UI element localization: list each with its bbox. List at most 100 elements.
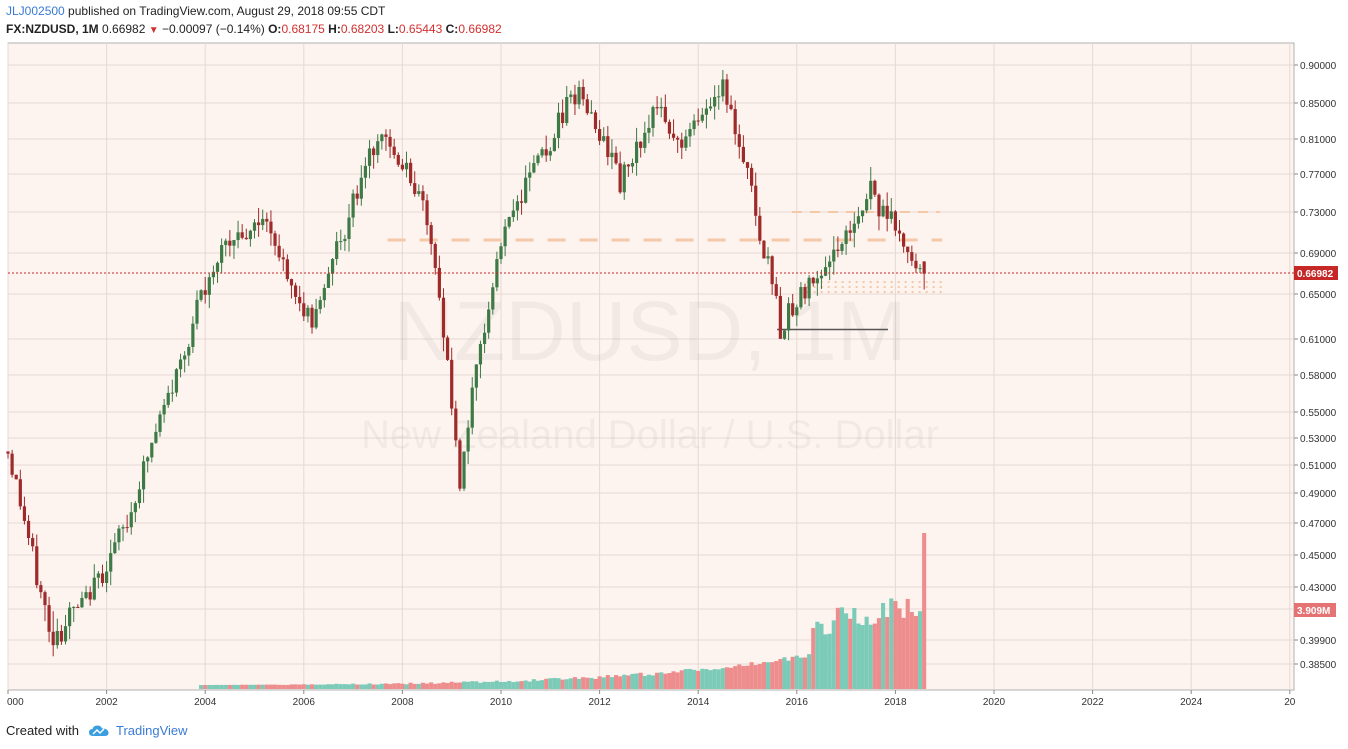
candle-body	[326, 273, 331, 288]
candle-body	[109, 553, 113, 572]
candle-body	[598, 129, 602, 141]
candle-body	[228, 240, 232, 246]
volume-bar	[236, 684, 241, 689]
volume-bar	[905, 598, 910, 689]
candle-body	[207, 277, 211, 295]
plot-area[interactable]	[7, 42, 1295, 691]
volume-bar	[585, 677, 590, 689]
candle-body	[667, 121, 672, 134]
candle-body	[680, 139, 684, 148]
volume-bar	[922, 533, 927, 689]
volume-bar	[392, 683, 397, 689]
candle-body	[285, 259, 289, 280]
candle-body	[92, 577, 96, 600]
candle-body	[396, 154, 400, 165]
author-link[interactable]: JLJ002500	[6, 4, 65, 18]
candle-body	[462, 451, 466, 489]
y-tick-label: 0.53000	[1300, 434, 1337, 445]
volume-bar	[831, 620, 836, 689]
candle-body	[376, 141, 380, 156]
volume-bar	[807, 654, 812, 689]
candle-body	[499, 246, 503, 260]
candle-body	[889, 211, 893, 219]
candle-body	[343, 238, 347, 242]
candle-body	[158, 414, 162, 432]
candle-body	[339, 241, 343, 243]
candle-body	[511, 210, 515, 218]
candle-body	[881, 205, 885, 217]
candle-body	[80, 597, 84, 608]
y-tick-label: 0.58000	[1300, 371, 1337, 382]
candle-body	[113, 542, 117, 554]
volume-bar	[203, 685, 208, 689]
volume-bar	[346, 684, 352, 689]
x-tick-label: 2006	[293, 697, 316, 708]
candle-body	[322, 287, 326, 301]
volume-bar	[281, 684, 286, 689]
candle-body	[725, 79, 729, 105]
volume-bar	[687, 669, 693, 689]
candle-body	[474, 364, 478, 388]
candle-body	[729, 104, 733, 110]
volume-bar	[552, 678, 557, 689]
volume-bar	[704, 669, 709, 689]
candle-body	[269, 221, 273, 234]
candle-body	[762, 240, 766, 259]
candle-body	[602, 136, 606, 141]
candle-body	[314, 309, 318, 328]
volume-bar	[868, 624, 873, 689]
candle-body	[630, 162, 635, 167]
volume-bar	[334, 683, 339, 689]
candle-body	[626, 164, 630, 167]
candle-body	[18, 479, 22, 507]
candle-body	[717, 96, 721, 98]
publish-text: published on TradingView.com, August 29,…	[64, 4, 386, 18]
volume-bar	[285, 684, 290, 689]
volume-bar	[696, 670, 701, 689]
candle-body	[914, 260, 918, 269]
volume-bar	[642, 675, 647, 689]
candle-body	[581, 87, 585, 100]
volume-bar	[708, 670, 713, 689]
candle-body	[536, 155, 540, 164]
candle-body	[318, 300, 322, 310]
volume-bar	[318, 684, 323, 689]
volume-bar	[913, 615, 918, 689]
volume-bar	[556, 678, 561, 689]
volume-bar	[297, 684, 302, 689]
x-tick-label: 2002	[95, 697, 118, 708]
volume-bar	[490, 681, 495, 689]
candle-body	[478, 343, 483, 365]
time-axis[interactable]: 000 2002 2004 2006 2008 2010 2012 2014 2016 2018 2…	[7, 690, 1296, 708]
candle-body	[265, 218, 269, 222]
volume-bar	[305, 684, 310, 689]
volume-bar	[778, 658, 783, 689]
candle-body	[782, 330, 787, 339]
volume-bar	[363, 684, 368, 689]
candle-body	[922, 261, 926, 274]
candle-body	[351, 193, 355, 218]
candle-body	[877, 194, 881, 217]
candle-body	[688, 129, 692, 137]
candle-body	[873, 180, 877, 195]
candle-body	[573, 94, 577, 105]
candle-body	[289, 279, 294, 286]
candle-body	[367, 148, 372, 166]
volume-bar	[712, 669, 717, 689]
volume-bar	[618, 676, 623, 689]
tradingview-link[interactable]: TradingView	[115, 723, 188, 738]
price-axis[interactable]: 0.90000 0.85000 0.81000 0.77000 0.73000 0.690…	[1294, 61, 1337, 671]
candle-body	[137, 489, 142, 504]
candle-body	[31, 537, 35, 547]
volume-bar	[231, 684, 237, 689]
volume-bar	[811, 627, 816, 689]
candle-body	[187, 346, 191, 356]
candle-body	[733, 109, 737, 135]
volume-bar	[782, 657, 787, 689]
volume-bar	[211, 684, 216, 689]
candle-body	[195, 299, 199, 324]
volume-bar	[630, 673, 635, 689]
volume-bar	[679, 670, 684, 689]
candle-body	[618, 163, 622, 193]
